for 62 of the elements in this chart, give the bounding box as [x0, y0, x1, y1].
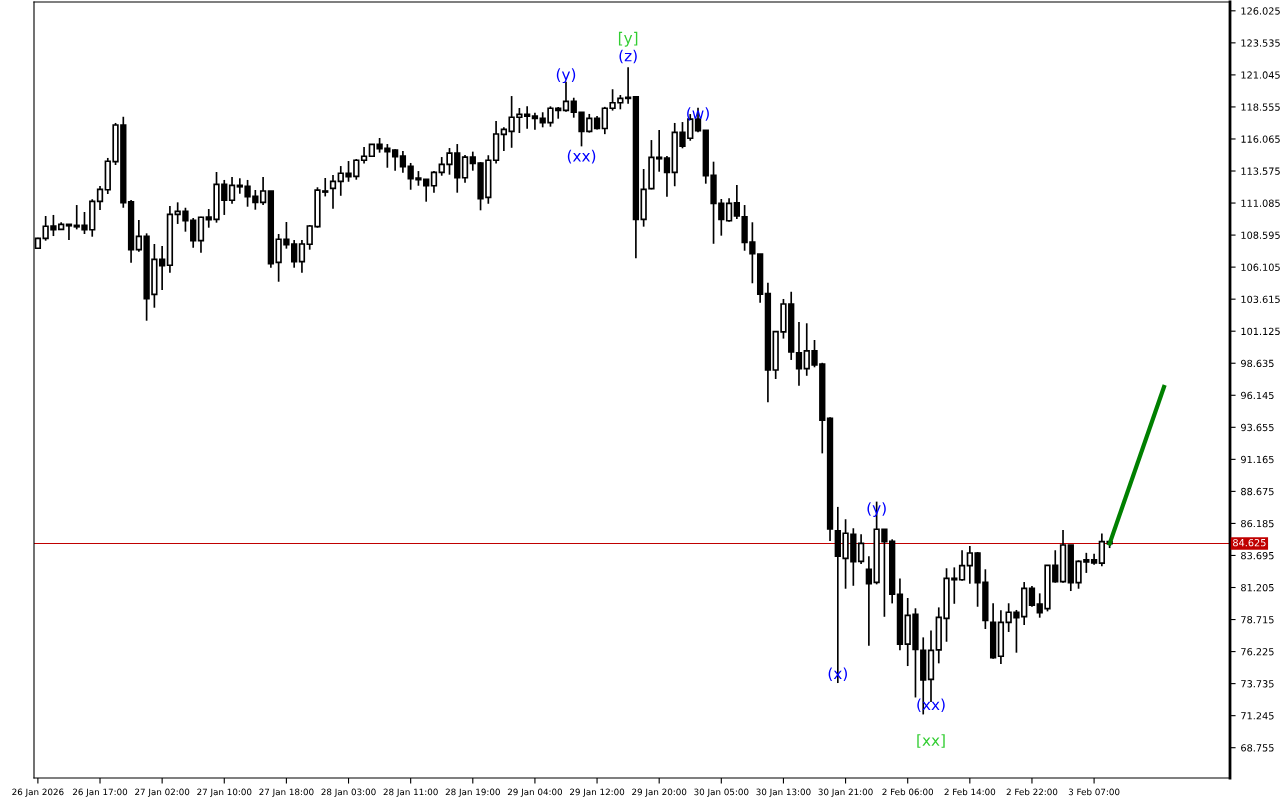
y-tick-label: 101.125: [1241, 327, 1280, 336]
candlestick: [430, 170, 438, 194]
x-tick-label: 2 Feb 14:00: [944, 788, 996, 796]
x-tick-label: 26 Jan 2026: [12, 788, 64, 797]
y-tick-label: 86.185: [1241, 519, 1274, 528]
x-tick-label: 27 Jan 10:00: [197, 788, 252, 797]
y-tick-label: 126.025: [1241, 7, 1280, 15]
candlestick: [958, 549, 966, 582]
candlestick: [795, 321, 803, 387]
y-tick-label: 113.575: [1241, 167, 1280, 175]
y-tick-label: 88.675: [1241, 487, 1274, 496]
candlestick: [228, 176, 236, 205]
x-tick-label: 30 Jan 21:00: [818, 788, 873, 797]
x-tick-label: 27 Jan 02:00: [135, 788, 190, 797]
candlestick: [96, 185, 104, 211]
x-tick-label: 28 Jan 03:00: [321, 788, 376, 797]
annotation: [y]: [618, 31, 638, 47]
annotation: (xx): [567, 149, 596, 164]
x-tick-label: 2 Feb 22:00: [1006, 788, 1058, 796]
candlestick: [197, 215, 205, 254]
y-tick-label: 116.065: [1241, 135, 1280, 143]
y-tick-label: 73.735: [1241, 680, 1274, 688]
x-tick-label: 27 Jan 18:00: [259, 788, 314, 797]
y-tick-label: 91.165: [1241, 455, 1274, 464]
y-tick-label: 121.045: [1241, 71, 1280, 79]
y-tick-label: 96.145: [1241, 391, 1274, 400]
x-tick-label: 26 Jan 17:00: [72, 788, 128, 797]
candlestick: [298, 239, 306, 274]
y-tick-label: 118.555: [1241, 103, 1280, 111]
annotation: (y): [556, 68, 576, 84]
x-tick-label: 29 Jan 04:00: [507, 788, 563, 797]
y-tick-label: 93.655: [1241, 423, 1274, 432]
y-tick-label: 71.245: [1241, 712, 1274, 720]
x-tick-label: 29 Jan 12:00: [569, 788, 625, 797]
candlestick: [65, 223, 73, 241]
y-tick-label: 68.755: [1241, 744, 1274, 752]
y-tick-label: 81.205: [1241, 583, 1274, 592]
candlestick: [329, 174, 337, 210]
y-tick-label: 78.715: [1241, 616, 1274, 624]
x-tick-label: 30 Jan 13:00: [756, 788, 811, 797]
candlestick: [531, 111, 539, 131]
x-tick-label: 2 Feb 06:00: [882, 788, 934, 796]
x-tick-label: 3 Feb 07:00: [1068, 788, 1120, 796]
x-tick-label: 28 Jan 19:00: [445, 788, 500, 797]
y-tick-label: 123.535: [1241, 39, 1280, 47]
candlestick: [725, 197, 733, 223]
candlestick: [663, 155, 671, 198]
y-tick-label: 98.635: [1241, 359, 1274, 368]
annotation: [xx]: [917, 734, 945, 748]
candlestick: [461, 154, 469, 184]
y-tick-label: 83.695: [1241, 551, 1274, 560]
x-tick-label: 29 Jan 20:00: [632, 788, 687, 797]
x-tick-label: 28 Jan 11:00: [383, 788, 438, 797]
y-tick-label: 103.615: [1241, 295, 1280, 303]
candlestick: [1028, 585, 1036, 608]
ref-line-label: 84.625: [1233, 538, 1266, 547]
y-tick-label: 76.225: [1241, 648, 1274, 656]
y-tick-label: 106.105: [1241, 263, 1280, 271]
y-tick-label: 111.085: [1241, 199, 1280, 207]
annotation: (z): [619, 49, 637, 64]
x-tick-label: 30 Jan 05:00: [694, 788, 749, 797]
y-tick-label: 108.595: [1241, 231, 1280, 239]
